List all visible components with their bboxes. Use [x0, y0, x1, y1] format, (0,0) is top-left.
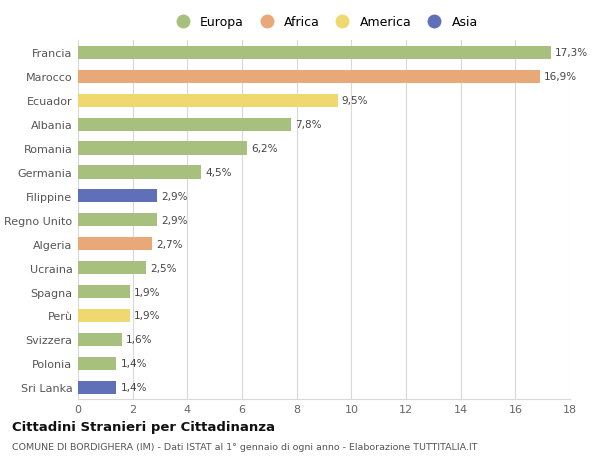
Text: 1,9%: 1,9% [134, 287, 161, 297]
Text: 2,9%: 2,9% [161, 191, 188, 202]
Text: 1,9%: 1,9% [134, 311, 161, 321]
Bar [78, 309, 130, 322]
Text: 17,3%: 17,3% [555, 48, 588, 58]
Text: COMUNE DI BORDIGHERA (IM) - Dati ISTAT al 1° gennaio di ogni anno - Elaborazione: COMUNE DI BORDIGHERA (IM) - Dati ISTAT a… [12, 442, 478, 451]
Bar [78, 381, 116, 394]
Text: 9,5%: 9,5% [342, 96, 368, 106]
Text: 1,4%: 1,4% [121, 358, 147, 369]
Bar [78, 166, 201, 179]
Text: 2,7%: 2,7% [156, 239, 182, 249]
Text: 2,5%: 2,5% [151, 263, 177, 273]
Bar [78, 285, 130, 298]
Text: 7,8%: 7,8% [295, 120, 322, 130]
Text: 4,5%: 4,5% [205, 168, 232, 178]
Bar [78, 47, 551, 60]
Bar [78, 333, 122, 346]
Bar [78, 118, 291, 131]
Bar [78, 214, 157, 227]
Legend: Europa, Africa, America, Asia: Europa, Africa, America, Asia [167, 13, 481, 32]
Bar [78, 142, 247, 155]
Text: 1,6%: 1,6% [126, 335, 152, 345]
Bar [78, 262, 146, 274]
Bar [78, 238, 152, 251]
Bar [78, 357, 116, 370]
Text: 1,4%: 1,4% [121, 382, 147, 392]
Bar [78, 190, 157, 203]
Text: 6,2%: 6,2% [251, 144, 278, 154]
Text: 16,9%: 16,9% [544, 72, 577, 82]
Bar [78, 71, 540, 84]
Bar [78, 95, 338, 107]
Text: Cittadini Stranieri per Cittadinanza: Cittadini Stranieri per Cittadinanza [12, 420, 275, 433]
Text: 2,9%: 2,9% [161, 215, 188, 225]
